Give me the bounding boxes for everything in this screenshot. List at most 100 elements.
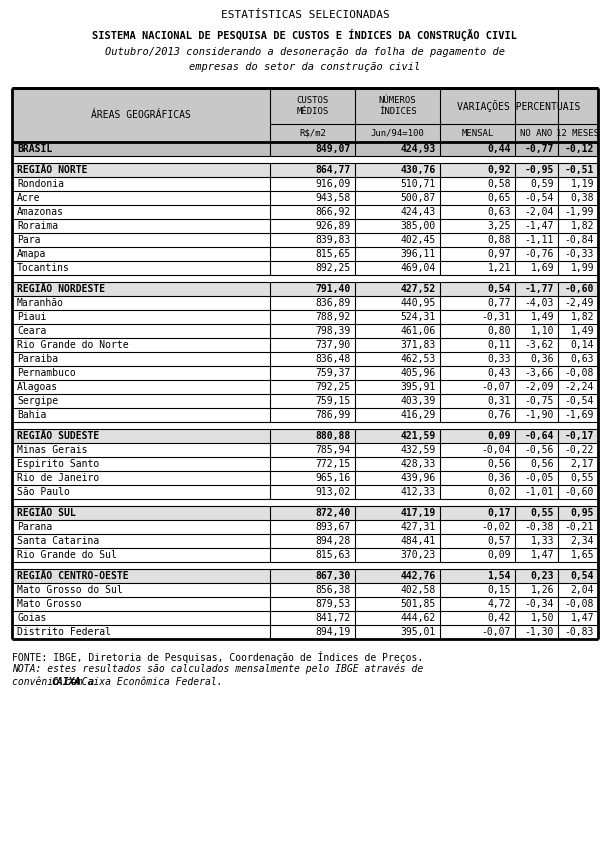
Text: 0,09: 0,09 [487,550,511,560]
Text: -0,02: -0,02 [482,522,511,532]
Text: -0,22: -0,22 [565,445,594,455]
Bar [12,611,598,625]
Text: 894,28: 894,28 [316,536,351,546]
Text: CUSTOS
MÉDIOS: CUSTOS MÉDIOS [296,96,329,116]
Text: 1,47: 1,47 [531,550,554,560]
Bar [12,569,598,583]
Bar [12,562,598,569]
Text: 894,19: 894,19 [316,627,351,637]
Text: Amazonas: Amazonas [17,207,64,217]
Text: 444,62: 444,62 [401,613,436,623]
Text: -0,60: -0,60 [565,284,594,294]
Text: -0,34: -0,34 [525,599,554,609]
Text: -2,04: -2,04 [525,207,554,217]
Bar [12,282,598,296]
Bar [12,338,598,352]
Text: -0,64: -0,64 [525,431,554,441]
Text: REGIÃO CENTRO-OESTE: REGIÃO CENTRO-OESTE [17,571,129,581]
Text: 484,41: 484,41 [401,536,436,546]
Bar [12,191,598,205]
Text: 12 MESES: 12 MESES [556,128,600,138]
Text: Alagoas: Alagoas [17,382,58,392]
Text: 1,82: 1,82 [570,221,594,231]
Text: 412,33: 412,33 [401,487,436,497]
Text: 1,49: 1,49 [570,326,594,336]
Text: 0,88: 0,88 [487,235,511,245]
Bar [12,597,598,611]
Text: -1,77: -1,77 [525,284,554,294]
Text: REGIÃO NORTE: REGIÃO NORTE [17,165,87,175]
Text: 1,54: 1,54 [487,571,511,581]
Text: 402,58: 402,58 [401,585,436,595]
Text: 385,00: 385,00 [401,221,436,231]
Text: 872,40: 872,40 [316,508,351,518]
Text: -0,08: -0,08 [565,368,594,378]
Text: 432,59: 432,59 [401,445,436,455]
Bar [12,310,598,324]
Text: -0,95: -0,95 [525,165,554,175]
Bar [12,429,598,443]
Text: 815,63: 815,63 [316,550,351,560]
Bar [12,219,598,233]
Text: 788,92: 788,92 [316,312,351,322]
Text: 0,56: 0,56 [531,459,554,469]
Text: 836,89: 836,89 [316,298,351,308]
Text: MENSAL: MENSAL [461,128,493,138]
Text: 0,02: 0,02 [487,487,511,497]
Bar [12,534,598,548]
Bar [12,352,598,366]
Text: Mato Grosso do Sul: Mato Grosso do Sul [17,585,123,595]
Text: 427,52: 427,52 [401,284,436,294]
Text: 0,55: 0,55 [531,508,554,518]
Text: Acre: Acre [17,193,40,203]
Text: 1,33: 1,33 [531,536,554,546]
Text: -0,07: -0,07 [482,627,511,637]
Text: 0,33: 0,33 [487,354,511,364]
Bar [12,422,598,429]
Text: 0,58: 0,58 [487,179,511,189]
Bar [12,247,598,261]
Bar [12,548,598,562]
Text: 785,94: 785,94 [316,445,351,455]
Bar [12,296,598,310]
Text: 370,23: 370,23 [401,550,436,560]
Text: Amapa: Amapa [17,249,46,259]
Text: Roraima: Roraima [17,221,58,231]
Text: 867,30: 867,30 [316,571,351,581]
Bar [12,394,598,408]
Text: 3,25: 3,25 [487,221,511,231]
Text: -1,90: -1,90 [525,410,554,420]
Bar [12,324,598,338]
Text: FONTE: IBGE, Diretoria de Pesquisas, Coordenação de Índices de Preços.: FONTE: IBGE, Diretoria de Pesquisas, Coo… [12,651,423,663]
Text: BRASIL: BRASIL [17,144,52,154]
Text: 759,37: 759,37 [316,368,351,378]
Bar [12,408,598,422]
Text: 0,38: 0,38 [570,193,594,203]
Text: 1,49: 1,49 [531,312,554,322]
Text: -0,56: -0,56 [525,445,554,455]
Text: 1,19: 1,19 [570,179,594,189]
Text: 841,72: 841,72 [316,613,351,623]
Text: SISTEMA NACIONAL DE PESQUISA DE CUSTOS E ÍNDICES DA CONSTRUÇÃO CIVIL: SISTEMA NACIONAL DE PESQUISA DE CUSTOS E… [93,29,517,41]
Text: -0,54: -0,54 [565,396,594,406]
Text: 892,25: 892,25 [316,263,351,273]
Text: -2,24: -2,24 [565,382,594,392]
Text: 500,87: 500,87 [401,193,436,203]
Text: 836,48: 836,48 [316,354,351,364]
Text: Piaui: Piaui [17,312,46,322]
Text: Bahia: Bahia [17,410,46,420]
Bar [12,506,598,520]
Text: 0,11: 0,11 [487,340,511,350]
Text: -0,76: -0,76 [525,249,554,259]
Text: -2,49: -2,49 [565,298,594,308]
Text: 0,95: 0,95 [570,508,594,518]
Text: -0,38: -0,38 [525,522,554,532]
Text: Sergipe: Sergipe [17,396,58,406]
Text: 0,56: 0,56 [487,459,511,469]
Text: 1,65: 1,65 [570,550,594,560]
Bar [12,457,598,471]
Text: 943,58: 943,58 [316,193,351,203]
Text: Outubro/2013 considerando a desoneração da folha de pagamento de: Outubro/2013 considerando a desoneração … [105,47,505,57]
Bar [12,261,598,275]
Text: REGIÃO SUL: REGIÃO SUL [17,508,76,518]
